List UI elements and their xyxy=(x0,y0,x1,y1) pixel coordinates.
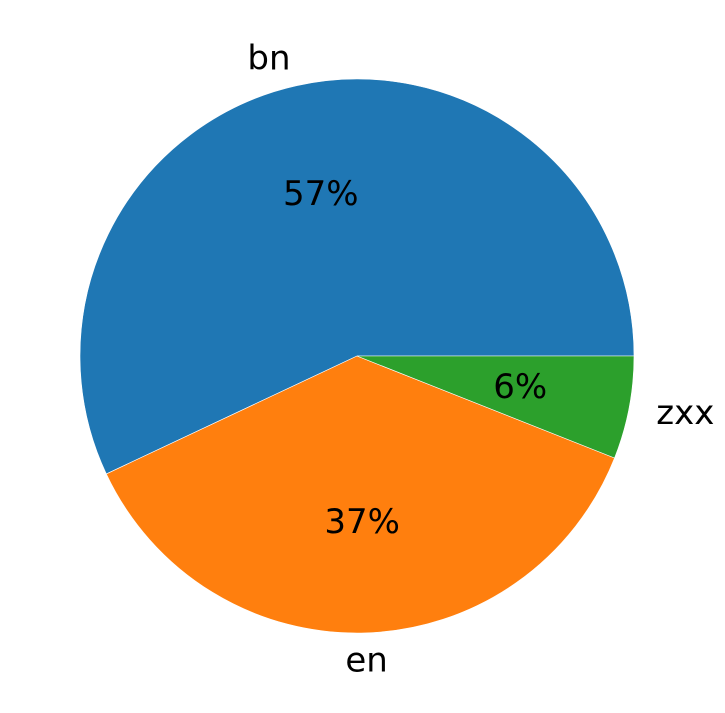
slice-label-en: en xyxy=(345,641,387,681)
pie-slice-en xyxy=(105,355,615,634)
pie-slice-zxx xyxy=(356,355,635,459)
slice-percent-zxx: 6% xyxy=(493,367,547,407)
pie-slice-bn xyxy=(79,78,635,475)
pie-labels: bn 57% en 37% zxx 6% xyxy=(247,39,714,681)
slice-percent-bn: 57% xyxy=(283,174,359,214)
slice-percent-en: 37% xyxy=(324,502,400,542)
slice-label-zxx: zxx xyxy=(656,393,714,433)
pie-slices xyxy=(79,78,635,634)
slice-label-bn: bn xyxy=(247,39,290,79)
